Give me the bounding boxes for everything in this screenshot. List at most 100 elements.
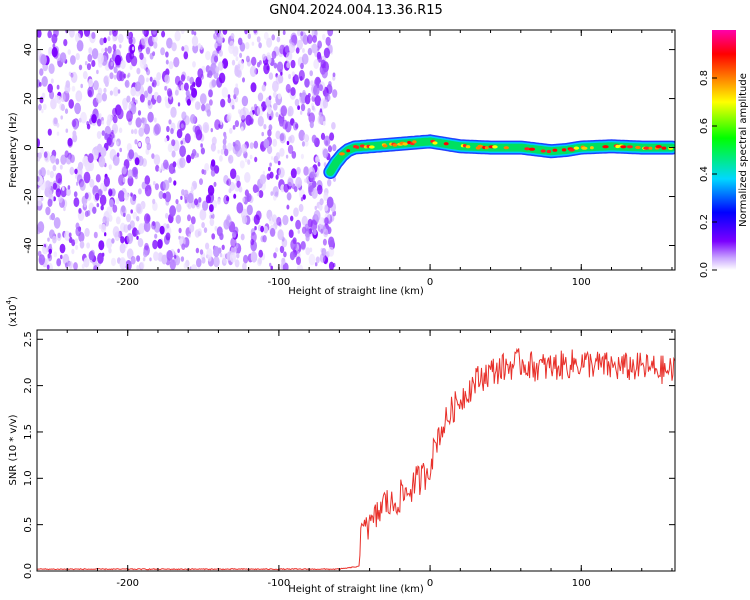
noise-blob: [48, 49, 52, 57]
noise-blob: [110, 61, 114, 67]
noise-blob: [199, 249, 204, 255]
noise-blob: [202, 122, 210, 134]
noise-blob: [137, 155, 144, 166]
noise-blob: [68, 232, 72, 238]
noise-blob: [149, 257, 152, 262]
ridge-peak: [620, 145, 627, 149]
noise-blob: [179, 157, 186, 169]
x-tick-label: -100: [268, 578, 291, 589]
noise-blob: [227, 112, 232, 121]
ridge-peak: [368, 145, 375, 149]
colorbar-tick-label: 0.0: [699, 262, 710, 278]
noise-blob: [71, 248, 75, 255]
noise-blob: [242, 262, 247, 270]
noise-blob: [165, 232, 171, 241]
noise-blob: [136, 67, 141, 75]
noise-blob: [232, 141, 236, 147]
noise-blob: [305, 234, 310, 242]
noise-blob: [309, 121, 314, 129]
noise-blob: [261, 53, 267, 61]
noise-blob: [236, 252, 240, 259]
noise-blob: [37, 250, 42, 257]
noise-blob: [193, 31, 197, 36]
noise-blob: [111, 257, 116, 267]
noise-blob: [262, 235, 267, 243]
noise-blob: [241, 95, 249, 107]
noise-blob: [171, 139, 176, 147]
noise-blob: [270, 156, 274, 161]
noise-blob: [311, 105, 315, 111]
noise-blob: [237, 63, 241, 69]
noise-blob: [283, 251, 287, 258]
noise-blob: [93, 80, 99, 91]
noise-blob: [135, 229, 139, 236]
noise-blob: [269, 115, 272, 121]
noise-blob: [142, 123, 146, 129]
noise-blob: [165, 51, 169, 58]
noise-blob: [324, 217, 329, 225]
noise-blob: [107, 36, 111, 42]
noise-blob: [87, 54, 93, 62]
noise-blob: [180, 30, 185, 35]
noise-blob: [180, 84, 185, 91]
noise-blob: [246, 193, 252, 202]
noise-blob: [311, 43, 318, 54]
noise-blob: [242, 77, 245, 83]
noise-blob: [53, 217, 61, 229]
noise-blob: [285, 45, 289, 52]
noise-blob: [263, 226, 268, 234]
noise-blob: [178, 227, 182, 234]
noise-blob: [204, 163, 210, 172]
noise-blob: [244, 158, 248, 163]
noise-blob: [183, 51, 189, 60]
noise-blob: [214, 226, 218, 231]
noise-blob: [207, 70, 213, 79]
noise-blob: [291, 151, 297, 159]
noise-blob: [167, 143, 173, 153]
noise-blob: [180, 123, 184, 129]
noise-blob: [152, 51, 156, 57]
noise-blob: [303, 166, 309, 176]
noise-blob: [51, 47, 58, 58]
noise-blob: [156, 72, 162, 81]
noise-blob: [256, 61, 261, 68]
noise-blob: [238, 186, 243, 193]
noise-blob: [250, 251, 258, 263]
noise-blob: [211, 136, 217, 146]
noise-blob: [232, 125, 236, 130]
noise-blob: [229, 252, 237, 263]
noise-blob: [187, 203, 192, 210]
noise-blob: [99, 37, 104, 46]
noise-blob: [313, 59, 320, 70]
noise-blob: [313, 229, 317, 236]
noise-blob: [63, 206, 66, 212]
noise-blob: [320, 132, 326, 140]
noise-blob: [98, 240, 105, 251]
noise-blob: [229, 40, 235, 49]
noise-blob: [166, 37, 173, 49]
noise-blob: [104, 125, 112, 137]
noise-blob: [98, 188, 103, 196]
noise-blob: [266, 37, 273, 48]
noise-blob: [119, 44, 122, 49]
noise-blob: [231, 59, 236, 66]
noise-blob: [82, 71, 88, 80]
noise-blob: [250, 238, 255, 246]
noise-blob: [163, 159, 169, 170]
y-tick-label: 0: [23, 144, 34, 150]
noise-blob: [119, 147, 122, 153]
spectrogram-x-axis-label: Height of straight line (km): [288, 286, 424, 297]
noise-blob: [290, 215, 294, 222]
ridge-peak: [528, 147, 536, 151]
noise-blob: [113, 66, 118, 74]
noise-blob: [295, 47, 300, 54]
x-tick-label: -200: [116, 578, 139, 589]
noise-blob: [64, 83, 71, 94]
noise-blob: [73, 191, 78, 198]
noise-blob: [323, 135, 331, 147]
noise-blob: [130, 209, 133, 214]
noise-blob: [236, 68, 242, 78]
ridge-peak: [503, 146, 509, 150]
noise-blob: [304, 178, 307, 183]
noise-blob: [288, 73, 292, 80]
